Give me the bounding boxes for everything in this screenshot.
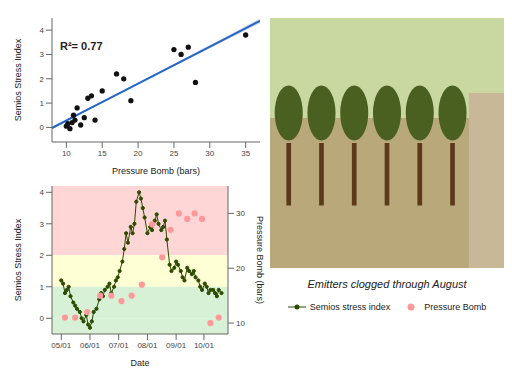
svg-text:08/01: 08/01 — [137, 341, 158, 350]
svg-text:Date: Date — [130, 358, 149, 368]
html-text:R²= 0.77: R²= 0.77 — [60, 40, 103, 52]
html-text:Semios stress index: Semios stress index — [309, 302, 391, 312]
svg-text:0: 0 — [40, 123, 45, 132]
svg-text:1: 1 — [40, 99, 45, 108]
svg-text:3: 3 — [40, 220, 45, 229]
html-text:Emitters clogged through Augus: Emitters clogged through August — [307, 278, 467, 290]
svg-text:10/01: 10/01 — [194, 341, 215, 350]
html-text:Pressure Bomb: Pressure Bomb — [424, 302, 487, 312]
svg-text:35: 35 — [241, 149, 250, 158]
svg-text:Pressure Bomb (bars): Pressure Bomb (bars) — [255, 216, 265, 304]
svg-text:1: 1 — [40, 283, 45, 292]
svg-text:30: 30 — [205, 149, 214, 158]
svg-text:2: 2 — [40, 251, 45, 260]
svg-text:4: 4 — [40, 26, 45, 35]
svg-text:07/01: 07/01 — [109, 341, 130, 350]
svg-text:Semios Stress Index: Semios Stress Index — [13, 218, 23, 301]
svg-text:3: 3 — [40, 50, 45, 59]
svg-text:2: 2 — [40, 75, 45, 84]
svg-text:25: 25 — [169, 149, 178, 158]
svg-text:05/01: 05/01 — [51, 341, 72, 350]
svg-text:20: 20 — [236, 264, 245, 273]
svg-text:Semios Stress Index: Semios Stress Index — [13, 38, 23, 121]
svg-text:10: 10 — [62, 149, 71, 158]
svg-text:06/01: 06/01 — [80, 341, 101, 350]
svg-text:0: 0 — [40, 314, 45, 323]
svg-text:20: 20 — [134, 149, 143, 158]
svg-text:4: 4 — [40, 188, 45, 197]
svg-text:10: 10 — [236, 319, 245, 328]
svg-text:30: 30 — [236, 209, 245, 218]
svg-text:Pressure Bomb (bars): Pressure Bomb (bars) — [112, 166, 200, 176]
svg-text:09/01: 09/01 — [166, 341, 187, 350]
svg-text:15: 15 — [98, 149, 107, 158]
